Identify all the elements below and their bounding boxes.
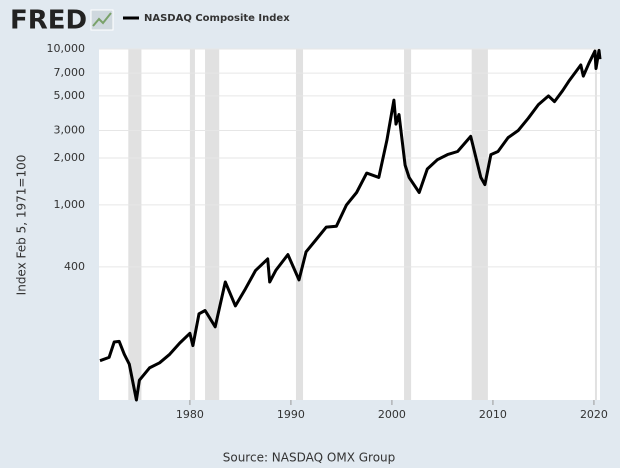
x-tick-label: 1990	[277, 408, 305, 421]
y-tick-label: 5,000	[54, 89, 86, 102]
recession-band	[128, 49, 142, 400]
source: Source: NASDAQ OMX Group	[223, 451, 396, 465]
series-line	[99, 48, 602, 402]
recession-band	[295, 49, 304, 400]
y-tick-label: 7,000	[54, 66, 86, 79]
y-tick-label: 3,000	[54, 124, 86, 137]
recession-band	[404, 49, 412, 400]
recession-band	[205, 49, 220, 400]
logo: FRED	[10, 6, 87, 36]
y-tick-label: 400	[64, 260, 85, 273]
x-tick-label: 2000	[378, 408, 406, 421]
recession-band	[471, 49, 488, 400]
y-tick-label: 2,000	[54, 151, 86, 164]
x-tick-label: 2020	[580, 408, 608, 421]
logo-icon	[90, 9, 114, 31]
x-tick-label: 1980	[176, 408, 204, 421]
legend-label: NASDAQ Composite Index	[144, 13, 290, 24]
y-tick-label: 1,000	[54, 198, 86, 211]
recession-band	[189, 49, 195, 400]
x-tick-label: 2010	[479, 408, 507, 421]
y-axis-label: Index Feb 5, 1971=100	[15, 155, 29, 296]
y-tick-label: 10,000	[47, 42, 86, 55]
recession-band	[594, 49, 597, 400]
